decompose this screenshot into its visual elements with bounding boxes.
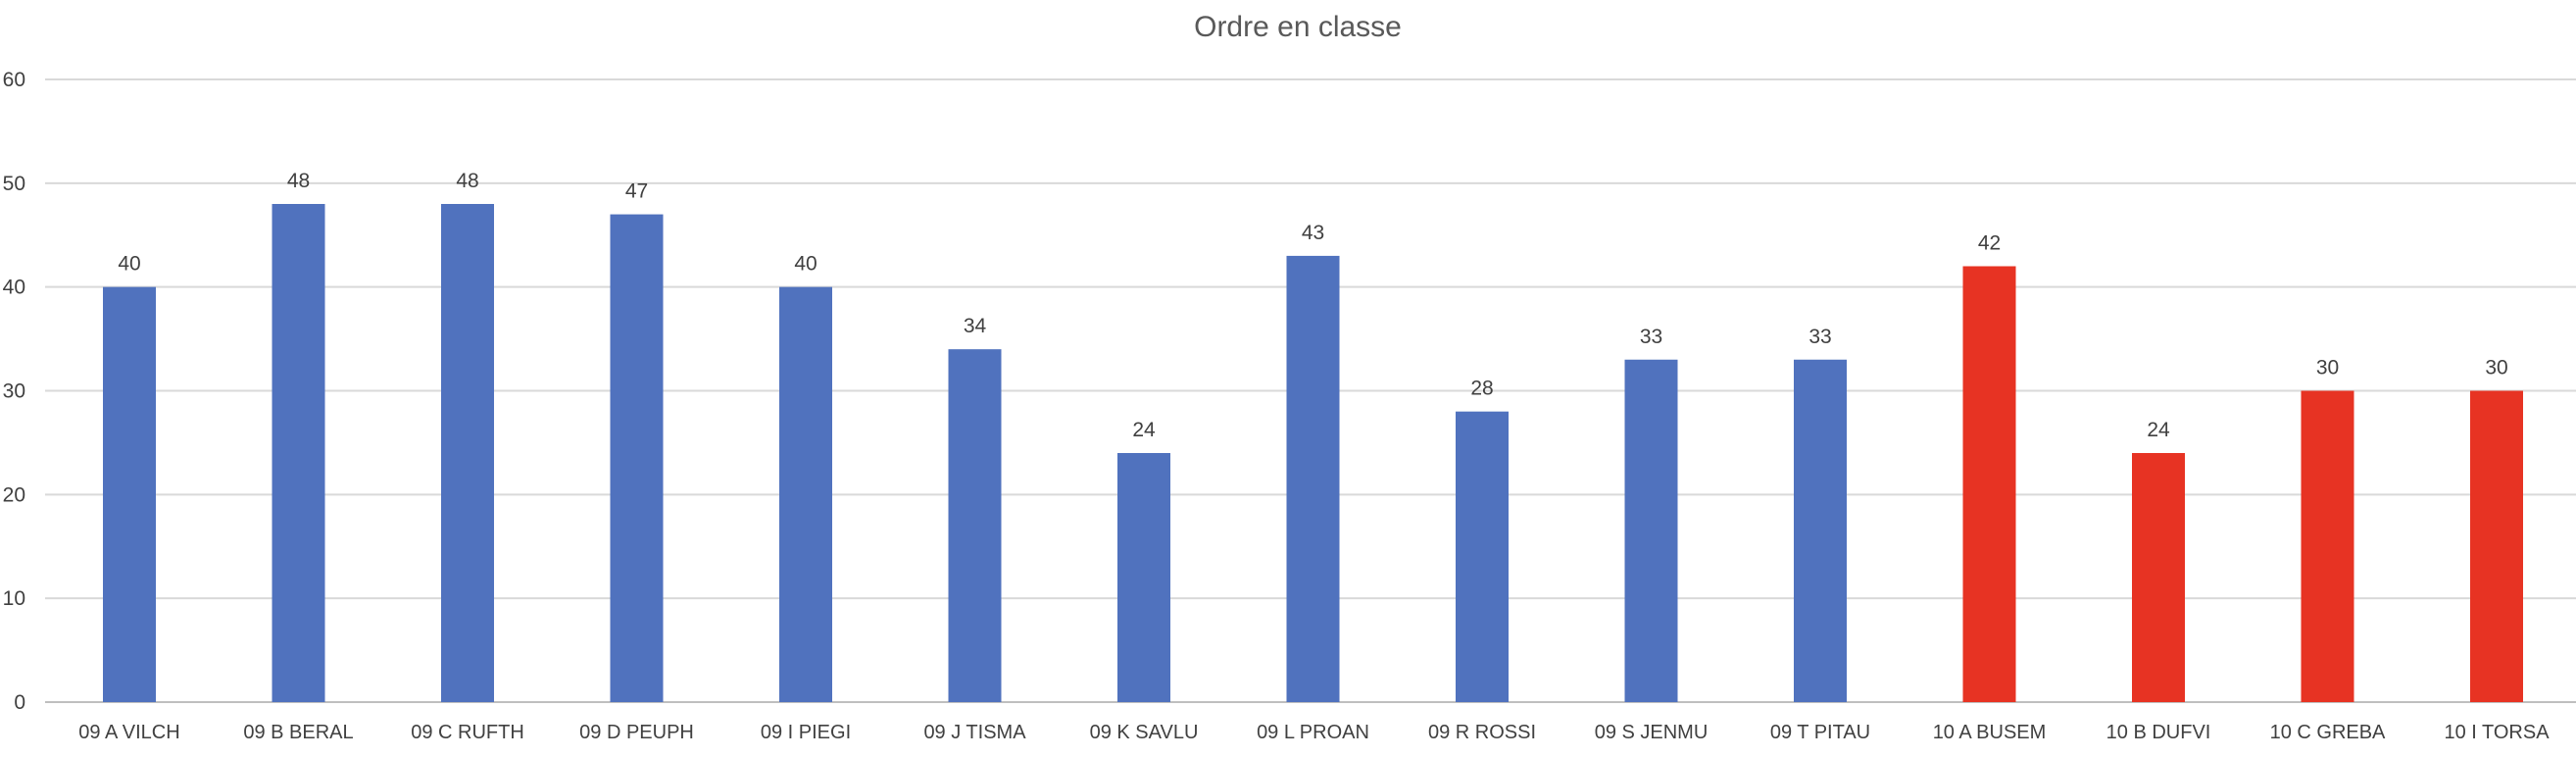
x-tick-label: 09 J TISMA (923, 722, 1026, 743)
data-label: 28 (1470, 378, 1493, 400)
data-label: 33 (1640, 326, 1662, 348)
x-tick-label: 10 A BUSEM (1933, 722, 2047, 743)
bar (1962, 266, 2016, 702)
x-tick-label: 10 I TORSA (2444, 722, 2550, 743)
bar (2470, 390, 2523, 702)
bar (1117, 453, 1170, 702)
x-tick-label: 09 C RUFTH (411, 722, 524, 743)
bar (1456, 411, 1509, 702)
bar (779, 286, 832, 702)
data-label: 47 (625, 180, 648, 203)
bar (948, 349, 1002, 702)
y-tick-label: 0 (14, 691, 25, 714)
x-tick-label: 09 T PITAU (1770, 722, 1870, 743)
bar (1286, 255, 1340, 702)
x-tick-label: 09 L PROAN (1257, 722, 1369, 743)
x-tick-label: 09 S JENMU (1595, 722, 1709, 743)
y-tick-label: 20 (3, 483, 25, 506)
data-label: 48 (287, 170, 310, 192)
y-tick-label: 30 (3, 380, 25, 403)
bar (610, 214, 664, 703)
data-label: 30 (2485, 357, 2507, 379)
bar (441, 204, 494, 702)
bar (2301, 390, 2354, 702)
bar (2132, 453, 2185, 702)
x-axis-ticks: 09 A VILCH 09 B BERAL 09 C RUFTH 09 D PEUPH… (78, 722, 2550, 743)
bars (103, 204, 2523, 703)
x-tick-label: 09 A VILCH (78, 722, 179, 743)
bar (272, 204, 325, 702)
y-tick-label: 40 (3, 277, 25, 299)
data-label: 24 (1132, 419, 1156, 441)
x-tick-label: 09 R ROSSI (1428, 722, 1536, 743)
x-tick-label: 09 D PEUPH (579, 722, 694, 743)
data-label: 33 (1808, 326, 1831, 348)
y-tick-label: 10 (3, 587, 25, 610)
data-label: 40 (118, 253, 140, 276)
chart-title: Ordre en classe (1194, 11, 1402, 43)
data-label: 42 (1978, 232, 2001, 255)
x-tick-label: 09 K SAVLU (1090, 722, 1199, 743)
y-tick-label: 60 (3, 69, 25, 91)
data-label: 48 (456, 170, 478, 192)
bar (1794, 359, 1847, 702)
bar (1624, 359, 1678, 702)
x-tick-label: 10 B DUFVI (2106, 722, 2211, 743)
data-label: 43 (1302, 222, 1324, 244)
y-tick-label: 50 (3, 173, 25, 195)
data-label: 34 (964, 315, 987, 337)
x-tick-label: 10 C GREBA (2270, 722, 2386, 743)
x-tick-label: 09 B BERAL (243, 722, 353, 743)
bar (103, 286, 156, 702)
data-labels: 40 48 48 47 40 34 24 43 28 33 33 42 24 30 30 (118, 170, 2507, 441)
data-label: 30 (2316, 357, 2339, 379)
x-tick-label: 09 I PIEGI (761, 722, 851, 743)
data-label: 40 (794, 253, 817, 276)
data-label: 24 (2147, 419, 2170, 441)
y-axis-ticks: 0 10 20 30 40 50 60 (3, 69, 25, 714)
